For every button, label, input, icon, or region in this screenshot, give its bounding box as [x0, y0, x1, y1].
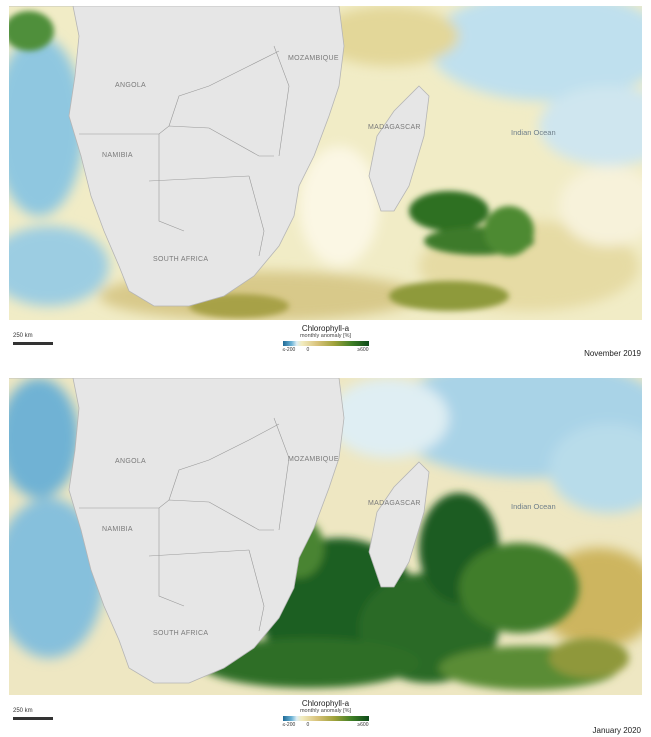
legend-title: Chlorophyll-a: [301, 699, 350, 708]
legend: Chlorophyll-a monthly anomaly [%] ≤-200 …: [278, 324, 373, 354]
legend-subtitle: monthly anomaly [%]: [299, 333, 352, 339]
map-graphic: [9, 378, 642, 695]
label-namibia: NAMIBIA: [102, 152, 133, 159]
label-mozambique: MOZAMBIQUE: [288, 456, 339, 463]
label-namibia: NAMIBIA: [102, 526, 133, 533]
label-madagascar: MADAGASCAR: [368, 500, 421, 507]
legend-ticks: ≤-200 0 ≥600: [283, 721, 369, 729]
scale-bar: 250 km: [13, 333, 53, 345]
scale-bar: 250 km: [13, 708, 53, 720]
map-graphic: [9, 6, 642, 320]
label-indian-ocean: Indian Ocean: [511, 502, 556, 511]
chlorophyll-map: ANGOLA NAMIBIA SOUTH AFRICA MOZAMBIQUE M…: [9, 6, 642, 320]
map-footer: 250 km Chlorophyll-a monthly anomaly [%]…: [0, 322, 651, 362]
legend-tick-max: ≥600: [357, 722, 369, 728]
legend-tick-min: ≤-200: [282, 722, 296, 728]
label-angola: ANGOLA: [115, 82, 146, 89]
label-indian-ocean: Indian Ocean: [511, 128, 556, 137]
legend-tick-zero: 0: [306, 347, 310, 353]
chlorophyll-map: ANGOLA NAMIBIA SOUTH AFRICA MOZAMBIQUE M…: [9, 378, 642, 695]
legend-ticks: ≤-200 0 ≥600: [283, 346, 369, 354]
scale-bar-label: 250 km: [13, 333, 33, 339]
legend-subtitle: monthly anomaly [%]: [299, 708, 352, 714]
legend-tick-min: ≤-200: [282, 347, 296, 353]
label-madagascar: MADAGASCAR: [368, 124, 421, 131]
scale-bar-label: 250 km: [13, 708, 33, 714]
legend-color-ramp: [282, 341, 369, 346]
label-south-africa: SOUTH AFRICA: [153, 630, 209, 637]
panel-date: November 2019: [584, 349, 641, 358]
label-angola: ANGOLA: [115, 458, 146, 465]
scale-bar-line: [13, 342, 53, 345]
legend-color-ramp: [282, 716, 369, 721]
map-footer: 250 km Chlorophyll-a monthly anomaly [%]…: [0, 697, 651, 737]
map-panel-january-2020: ANGOLA NAMIBIA SOUTH AFRICA MOZAMBIQUE M…: [0, 366, 651, 735]
legend-tick-max: ≥600: [357, 347, 369, 353]
label-mozambique: MOZAMBIQUE: [288, 55, 339, 62]
map-panel-november-2019: ANGOLA NAMIBIA SOUTH AFRICA MOZAMBIQUE M…: [0, 0, 651, 366]
legend-title: Chlorophyll-a: [301, 324, 350, 333]
legend: Chlorophyll-a monthly anomaly [%] ≤-200 …: [278, 699, 373, 729]
panel-date: January 2020: [592, 726, 641, 735]
scale-bar-line: [13, 717, 53, 720]
legend-tick-zero: 0: [306, 722, 310, 728]
label-south-africa: SOUTH AFRICA: [153, 256, 209, 263]
